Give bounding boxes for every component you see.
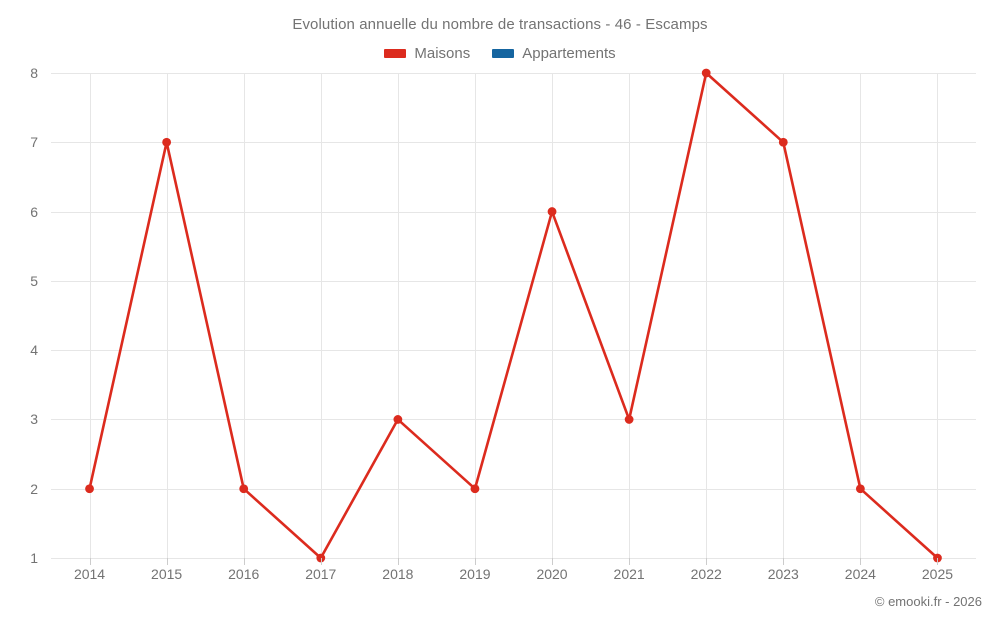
gridline-horizontal — [51, 211, 976, 213]
gridline-vertical — [783, 73, 785, 558]
chart-title: Evolution annuelle du nombre de transact… — [292, 16, 708, 33]
gridline-vertical — [552, 73, 554, 558]
gridline-vertical — [860, 73, 862, 558]
legend-item-appartements[interactable]: Appartements — [492, 45, 616, 62]
x-axis-tick-mark — [629, 558, 631, 565]
y-axis-tick-label: 4 — [30, 342, 38, 359]
y-axis-tick-label: 5 — [30, 272, 38, 289]
x-axis-tick-label: 2023 — [767, 566, 799, 582]
gridline-horizontal — [51, 558, 976, 559]
x-axis-tick-mark — [397, 558, 399, 565]
footer-credit: © emooki.fr - 2026 — [874, 594, 982, 609]
legend-swatch-icon — [492, 49, 515, 58]
gridline-horizontal — [51, 280, 976, 282]
gridline-vertical — [243, 73, 245, 558]
gridline-horizontal — [51, 488, 976, 490]
gridline-vertical — [166, 73, 168, 558]
x-axis-tick-label: 2025 — [921, 566, 954, 582]
x-axis-tick-label: 2014 — [73, 566, 106, 582]
x-axis-tick-label: 2019 — [459, 566, 491, 582]
legend-item-label: Maisons — [414, 45, 471, 62]
x-axis-tick-mark — [860, 558, 862, 565]
gridline-vertical — [706, 73, 708, 558]
x-axis-tick-label: 2021 — [613, 566, 645, 582]
gridline-vertical — [89, 73, 91, 558]
y-axis-tick-label: 7 — [30, 134, 38, 151]
x-axis-tick-mark — [166, 558, 168, 565]
legend-item-maisons[interactable]: Maisons — [384, 45, 470, 62]
gridline-horizontal — [51, 142, 976, 144]
x-axis-tick-label: 2024 — [844, 566, 876, 582]
y-axis-tick-label: 6 — [30, 203, 38, 220]
y-axis-tick-label: 3 — [30, 411, 38, 428]
gridline-horizontal — [51, 350, 976, 352]
gridline-horizontal — [51, 419, 976, 421]
plot-area — [51, 73, 976, 559]
gridline-vertical — [397, 73, 399, 558]
x-axis-tick-mark — [783, 558, 785, 565]
x-axis-tick-mark — [320, 558, 322, 565]
y-axis-tick-label: 2 — [30, 480, 38, 497]
y-axis-tick-label: 1 — [30, 550, 38, 566]
x-axis-tick-label: 2016 — [228, 566, 260, 582]
x-axis-tick-label: 2020 — [536, 566, 568, 582]
x-axis-tick-label: 2017 — [305, 566, 337, 582]
x-axis-tick-mark — [706, 558, 708, 565]
x-axis-tick-mark — [243, 558, 245, 565]
gridline-vertical — [629, 73, 631, 558]
x-axis-tick-label: 2022 — [690, 566, 722, 582]
gridline-vertical — [474, 73, 476, 558]
x-axis-tick-label: 2018 — [382, 566, 414, 582]
x-axis-tick-label: 2015 — [151, 566, 183, 582]
x-axis-tick-mark — [937, 558, 939, 565]
y-axis-tick-label: 8 — [30, 65, 38, 81]
legend-item-label: Appartements — [522, 45, 616, 62]
x-axis-tick-mark — [552, 558, 554, 565]
x-axis-tick-mark — [474, 558, 476, 565]
gridline-vertical — [937, 73, 939, 558]
legend-swatch-icon — [384, 49, 407, 58]
x-axis-tick-mark — [89, 558, 91, 565]
chart-legend: Maisons Appartements — [0, 45, 1000, 62]
gridline-horizontal — [51, 73, 976, 74]
gridline-vertical — [320, 73, 322, 558]
